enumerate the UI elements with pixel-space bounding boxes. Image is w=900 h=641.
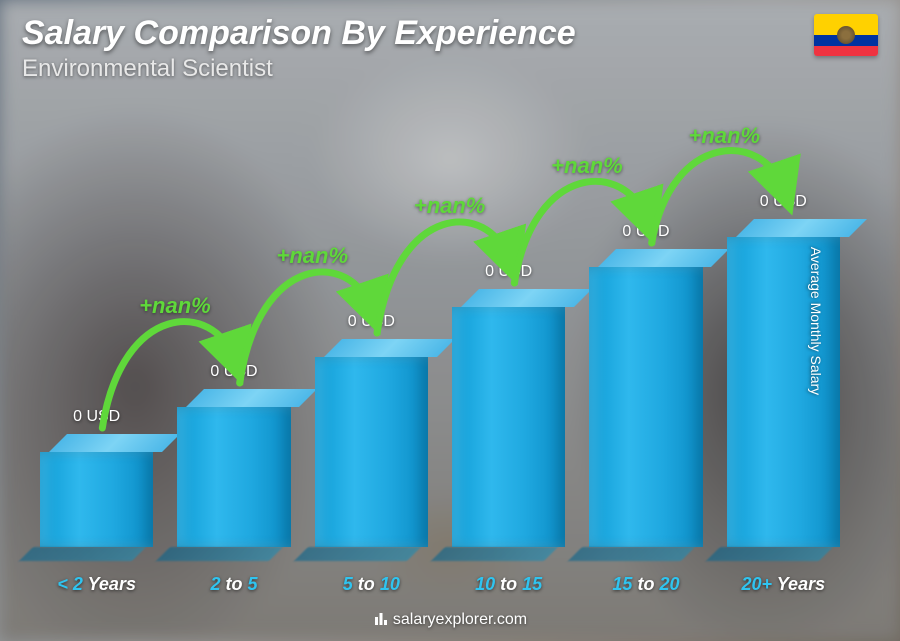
bar-value-label: 0 USD [348,313,395,331]
bar-category-label: 15 to 20 [612,574,679,595]
bar [40,434,153,561]
chart-subtitle: Environmental Scientist [22,55,814,83]
chart-title: Salary Comparison By Experience [22,14,814,53]
footer-text: salaryexplorer.com [393,611,527,628]
bar-category-label: 10 to 15 [475,574,542,595]
increase-pct-label: +nan% [139,293,211,319]
yaxis-label: Average Monthly Salary [808,246,824,394]
country-flag-icon [814,14,878,56]
bar-group: 0 USD5 to 10 [315,313,428,561]
bar [589,249,702,561]
increase-pct-label: +nan% [551,153,623,179]
increase-pct-label: +nan% [277,243,349,269]
bar [452,289,565,561]
bar [315,339,428,561]
bar-value-label: 0 USD [210,363,257,381]
increase-pct-label: +nan% [689,123,761,149]
bar-category-label: 5 to 10 [343,574,400,595]
bar-category-label: 20+ Years [741,574,825,595]
bar [177,389,290,561]
footer: salaryexplorer.com [0,611,900,629]
logo-icon [373,611,389,627]
bar-category-label: 2 to 5 [210,574,257,595]
bar-group: 0 USD2 to 5 [177,363,290,561]
bar-value-label: 0 USD [73,408,120,426]
title-block: Salary Comparison By Experience Environm… [22,14,814,83]
bars-container: 0 USD< 2 Years0 USD2 to 50 USD5 to 100 U… [40,110,840,561]
bar-value-label: 0 USD [622,223,669,241]
bar-value-label: 0 USD [485,263,532,281]
bar-group: 0 USD15 to 20 [589,223,702,561]
bar-group: 0 USD< 2 Years [40,408,153,561]
bar-group: 0 USD10 to 15 [452,263,565,561]
header: Salary Comparison By Experience Environm… [22,14,878,83]
bar-value-label: 0 USD [760,193,807,211]
bar-category-label: < 2 Years [57,574,136,595]
increase-pct-label: +nan% [414,193,486,219]
bar-chart: 0 USD< 2 Years0 USD2 to 50 USD5 to 100 U… [40,110,840,561]
